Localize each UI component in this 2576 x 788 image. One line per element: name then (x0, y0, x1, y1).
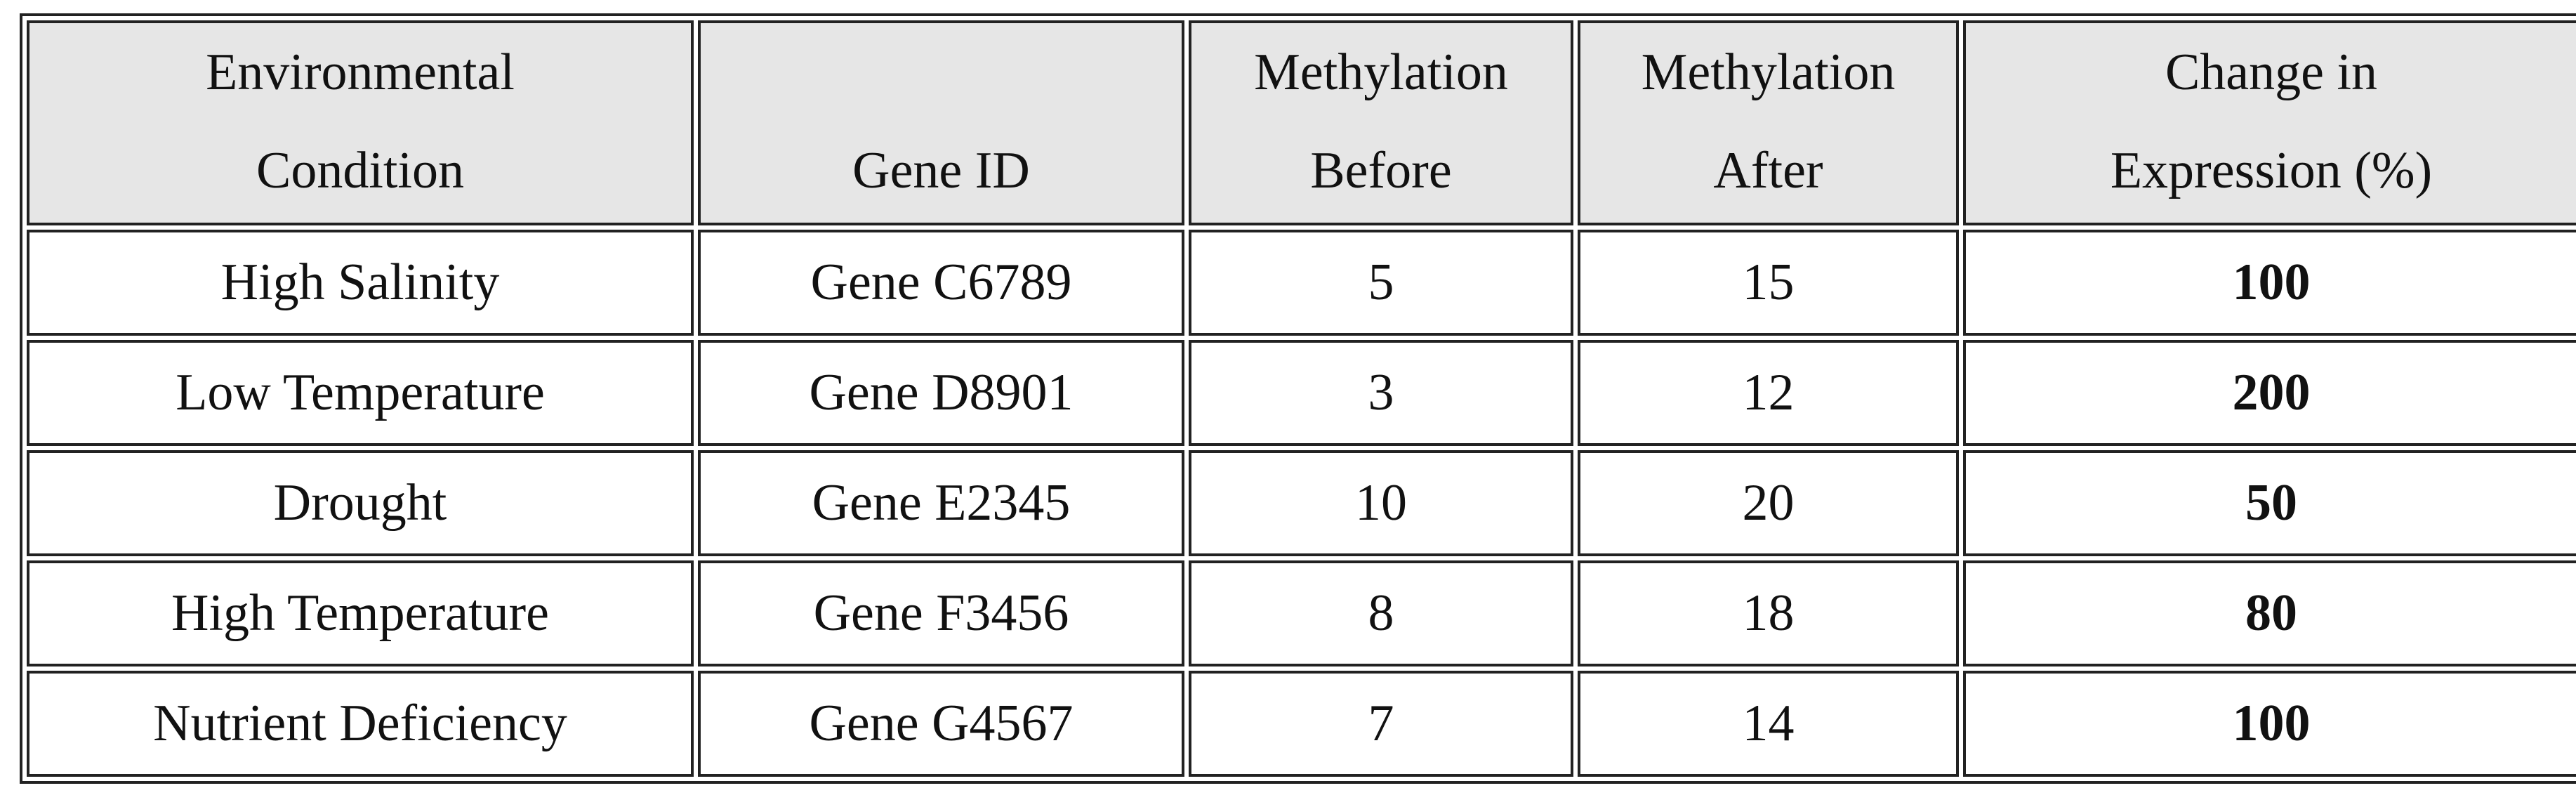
table-cell: 200 (1963, 340, 2576, 446)
table-cell: 7 (1189, 671, 1573, 777)
table-cell: Gene E2345 (698, 450, 1184, 556)
table-cell: Gene D8901 (698, 340, 1184, 446)
table-row: Low Temperature Gene D8901 3 12 200 (27, 340, 2576, 446)
table-cell: 80 (1963, 560, 2576, 666)
table-cell: 8 (1189, 560, 1573, 666)
table-cell: 5 (1189, 230, 1573, 336)
table-row: Drought Gene E2345 10 20 50 (27, 450, 2576, 556)
header-line: Before (1310, 142, 1452, 199)
table-row: High Temperature Gene F3456 8 18 80 (27, 560, 2576, 666)
header-line: Methylation (1641, 44, 1896, 101)
data-table: Environmental Condition Gene ID Methylation… (20, 13, 2576, 784)
header-cell: Gene ID (698, 20, 1184, 225)
table-cell: Gene C6789 (698, 230, 1184, 336)
header-line: Gene ID (852, 142, 1030, 199)
table-row: High Salinity Gene C6789 5 15 100 (27, 230, 2576, 336)
table-cell: 10 (1189, 450, 1573, 556)
header-line: Change in (2165, 44, 2378, 101)
table-cell: 3 (1189, 340, 1573, 446)
table-cell: Gene G4567 (698, 671, 1184, 777)
table-cell: High Salinity (27, 230, 694, 336)
table-row: Nutrient Deficiency Gene G4567 7 14 100 (27, 671, 2576, 777)
header-line: Condition (256, 142, 465, 199)
table-cell: Gene F3456 (698, 560, 1184, 666)
header-line: Expression (%) (2110, 142, 2433, 199)
table-cell: 12 (1578, 340, 1959, 446)
table-body: High Salinity Gene C6789 5 15 100 Low Tempera… (27, 230, 2576, 777)
header-line: After (1713, 142, 1823, 199)
table-cell: Nutrient Deficiency (27, 671, 694, 777)
table-cell: High Temperature (27, 560, 694, 666)
table-cell: 20 (1578, 450, 1959, 556)
table-cell: Low Temperature (27, 340, 694, 446)
header-line: Methylation (1254, 44, 1508, 101)
header-cell: Methylation After (1578, 20, 1959, 225)
table-cell: 15 (1578, 230, 1959, 336)
header-cell: Change in Expression (%) (1963, 20, 2576, 225)
table-cell: 18 (1578, 560, 1959, 666)
table-cell: 100 (1963, 671, 2576, 777)
header-row: Environmental Condition Gene ID Methylation… (27, 20, 2576, 225)
table-cell: Drought (27, 450, 694, 556)
header-cell: Environmental Condition (27, 20, 694, 225)
table-cell: 14 (1578, 671, 1959, 777)
table-cell: 100 (1963, 230, 2576, 336)
header-line: Environmental (206, 44, 515, 101)
header-cell: Methylation Before (1189, 20, 1573, 225)
table-cell: 50 (1963, 450, 2576, 556)
